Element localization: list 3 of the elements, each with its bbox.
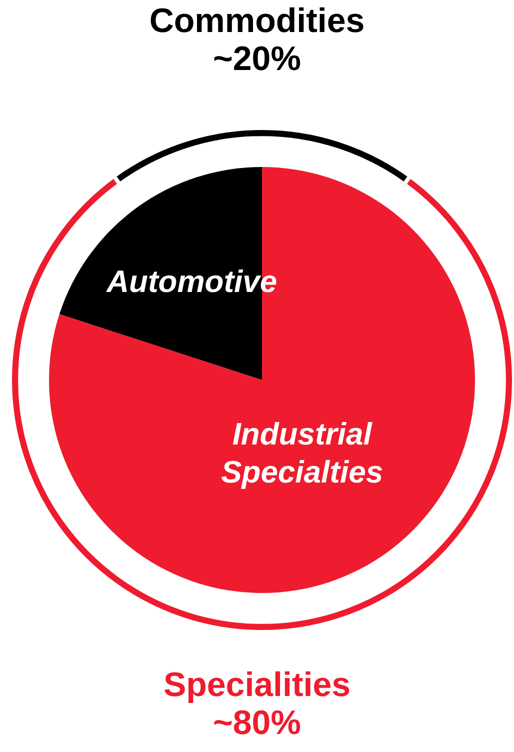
- text: Commodities ~20%: [148, 2, 366, 78]
- text: Specialities ~80%: [162, 666, 352, 742]
- slice-label: Industrial Specialties: [221, 416, 384, 490]
